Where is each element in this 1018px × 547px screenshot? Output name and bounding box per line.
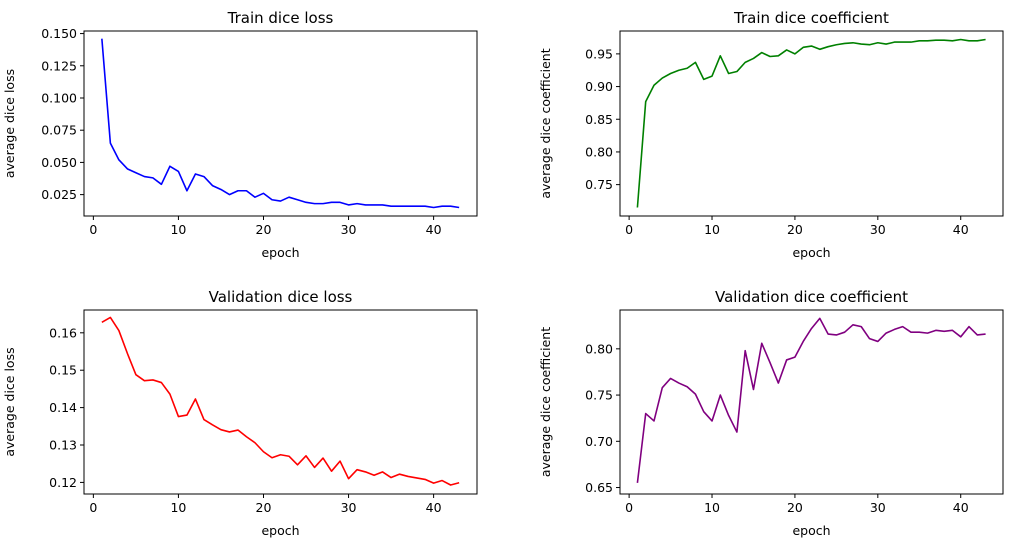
y-tick-label: 0.75 <box>585 177 613 192</box>
x-tick-label: 40 <box>426 500 442 515</box>
x-tick-label: 30 <box>870 222 886 237</box>
y-tick-label: 0.70 <box>585 434 613 449</box>
x-tick-label: 20 <box>787 500 803 515</box>
plot-frame <box>619 309 1004 495</box>
x-tick-label: 20 <box>787 222 803 237</box>
y-tick-label: 0.150 <box>41 26 77 41</box>
series-line <box>636 317 986 483</box>
x-axis-label: epoch <box>261 245 299 260</box>
x-tick-label: 30 <box>341 500 357 515</box>
x-tick-label: 0 <box>625 500 633 515</box>
x-tick-label: 10 <box>170 222 186 237</box>
y-axis-label: average dice loss <box>2 347 17 456</box>
x-tick-label: 10 <box>704 222 720 237</box>
y-tick-label: 0.15 <box>49 363 77 378</box>
y-tick-label: 0.125 <box>41 58 77 73</box>
y-tick-label: 0.16 <box>49 325 77 340</box>
y-tick-label: 0.14 <box>49 400 77 415</box>
series-line <box>636 38 986 208</box>
y-axis-label: average dice coefficient <box>538 48 553 198</box>
y-tick-label: 0.13 <box>49 438 77 453</box>
x-axis-label: epoch <box>792 523 830 538</box>
y-tick-label: 0.100 <box>41 90 77 105</box>
y-tick-label: 0.80 <box>585 144 613 159</box>
subplot-1: Train dice loss 0 10 20 30 40 0.025 0.050 0.075 0… <box>2 9 478 260</box>
y-tick-label: 0.65 <box>585 480 613 495</box>
chart-title: Train dice loss <box>227 9 334 27</box>
x-tick-label: 0 <box>625 222 633 237</box>
series-line <box>101 38 460 209</box>
x-tick-label: 20 <box>256 222 272 237</box>
y-tick-label: 0.95 <box>585 46 613 61</box>
chart-title: Validation dice loss <box>209 288 353 306</box>
y-tick-label: 0.80 <box>585 341 613 356</box>
y-axis-label: average dice coefficient <box>538 327 553 477</box>
x-tick-label: 10 <box>170 500 186 515</box>
x-tick-label: 30 <box>341 222 357 237</box>
plot-frame <box>619 30 1004 217</box>
y-tick-label: 0.90 <box>585 79 613 94</box>
subplot-4: Validation dice coefficient 0 10 20 30 40 0.65… <box>538 288 1004 538</box>
x-axis-label: epoch <box>792 245 830 260</box>
x-axis-label: epoch <box>261 523 299 538</box>
y-tick-label: 0.050 <box>41 155 77 170</box>
y-tick-label: 0.075 <box>41 123 77 138</box>
subplot-3: Validation dice loss 0 10 20 30 40 0.12 0.13 0.1… <box>2 288 478 538</box>
chart-title: Validation dice coefficient <box>715 288 908 306</box>
x-tick-label: 30 <box>870 500 886 515</box>
plot-frame <box>83 30 478 217</box>
series-line <box>101 316 460 486</box>
y-tick-label: 0.12 <box>49 475 77 490</box>
y-tick-label: 0.75 <box>585 388 613 403</box>
subplot-2: Train dice coefficient 0 10 20 30 40 0.75 0.80 0… <box>538 9 1004 260</box>
chart-title: Train dice coefficient <box>733 9 889 27</box>
x-tick-label: 10 <box>704 500 720 515</box>
y-tick-label: 0.025 <box>41 187 77 202</box>
x-tick-label: 40 <box>426 222 442 237</box>
x-tick-label: 0 <box>89 500 97 515</box>
x-tick-label: 40 <box>953 222 969 237</box>
plot-frame <box>83 309 478 495</box>
x-tick-label: 20 <box>256 500 272 515</box>
y-tick-label: 0.85 <box>585 112 613 127</box>
y-axis-label: average dice loss <box>2 69 17 178</box>
x-tick-label: 0 <box>89 222 97 237</box>
x-tick-label: 40 <box>953 500 969 515</box>
